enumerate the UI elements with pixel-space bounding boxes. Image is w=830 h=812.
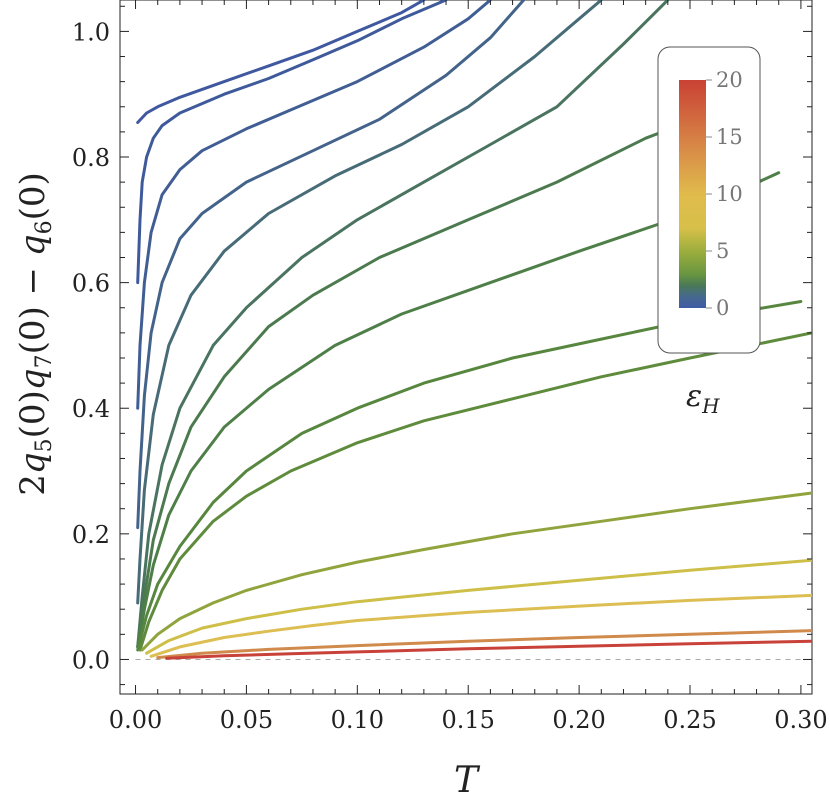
y-axis-title-part: 6 (32, 220, 57, 234)
series-line-6 (136, 0, 670, 649)
x-tick-label: 0.30 (774, 706, 827, 734)
series-line-3 (136, 0, 492, 410)
colorbar-tick-label: 10 (716, 182, 743, 206)
y-tick-label: 0.0 (72, 646, 110, 674)
series-line-1 (136, 0, 426, 124)
y-axis-title-part: (0) (13, 390, 53, 438)
y-axis-title-part: 5 (32, 438, 57, 452)
series-line-12 (145, 558, 812, 655)
y-axis-title: 2q5(0)q7(0) − q6(0) (13, 172, 57, 496)
y-tick-label: 1.0 (72, 18, 110, 46)
y-axis-title-part: q (13, 234, 53, 256)
x-axis: 0.00 0.05 0.10 0.15 0.20 0.25 0.30 (109, 0, 828, 734)
colorbar-ticks: 0 5 10 15 20 (706, 68, 743, 320)
colorbar-tick-label: 5 (716, 239, 729, 263)
series-line-10 (138, 331, 812, 652)
colorbar-gradient (679, 80, 706, 308)
y-axis-title-part: q (13, 368, 53, 390)
y-axis-title-part: (0) (13, 172, 53, 220)
series-line-7 (136, 111, 714, 649)
colorbar-box (657, 46, 761, 354)
series-line-15 (165, 639, 812, 660)
x-tick-label: 0.25 (663, 706, 716, 734)
x-tick-label: 0.20 (552, 706, 605, 734)
series-line-11 (140, 491, 812, 652)
y-tick-label: 0.8 (72, 144, 110, 172)
colorbar-title-subscript: H (701, 394, 720, 418)
x-tick-label: 0.05 (220, 706, 273, 734)
y-axis-title-part: q (13, 452, 53, 474)
colorbar-tick-label: 15 (716, 125, 743, 149)
series-line-5 (136, 0, 603, 605)
series-line-8 (136, 171, 781, 649)
x-tick-label: 0.00 (109, 706, 162, 734)
y-axis: 0.0 0.2 0.4 0.6 0.8 1.0 (72, 5, 812, 686)
series-line-13 (149, 593, 812, 658)
y-axis-title-part: 2 (13, 474, 53, 496)
series-layer (136, 0, 812, 660)
colorbar-tick-label: 20 (716, 68, 743, 92)
plot-frame (119, 0, 813, 695)
colorbar-title-symbol: ε (686, 379, 702, 414)
y-tick-label: 0.6 (72, 270, 110, 298)
series-line-2 (136, 0, 448, 285)
series-line-9 (136, 300, 803, 652)
colorbar-tick-label: 0 (716, 296, 729, 320)
series-line-4 (136, 0, 526, 530)
x-tick-label: 0.15 (441, 706, 494, 734)
colorbar-title: εH (686, 379, 720, 418)
y-tick-label: 0.2 (72, 521, 110, 549)
x-tick-label: 0.10 (331, 706, 384, 734)
x-axis-title: T (454, 760, 481, 801)
colorbar-legend: 0 5 10 15 20 εH (657, 46, 761, 418)
series-line-14 (156, 629, 812, 660)
y-axis-title-part: 7 (32, 354, 57, 368)
y-tick-label: 0.4 (72, 395, 110, 423)
y-axis-title-part: (0) − (13, 256, 53, 354)
